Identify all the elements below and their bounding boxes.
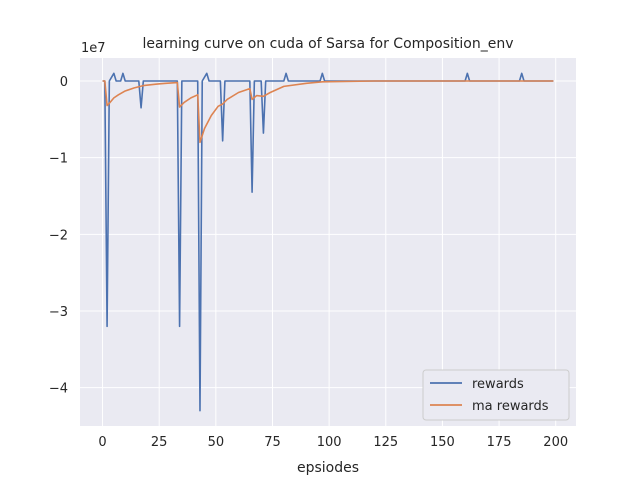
x-tick-label: 25 (151, 435, 168, 450)
y-tick-label: 0 (60, 75, 68, 90)
y-tick-label: −4 (49, 382, 68, 397)
x-axis-label: epsiodes (297, 460, 359, 476)
x-tick-label: 125 (373, 435, 398, 450)
x-tick-label: 100 (317, 435, 342, 450)
tick-labels: 0 25 50 75 100 125 150 175 200 0 −1 −2 −3 −4 (49, 75, 568, 450)
series-lines (102, 72, 554, 412)
legend-label-ma-rewards: ma rewards (472, 399, 549, 414)
legend: rewards ma rewards (422, 369, 570, 421)
y-tick-label: −1 (49, 152, 68, 167)
x-tick-label: 175 (487, 435, 512, 450)
y-tick-label: −2 (49, 228, 68, 243)
legend-label-rewards: rewards (472, 377, 524, 392)
y-tick-label: −3 (49, 305, 68, 320)
chart-title: learning curve on cuda of Sarsa for Comp… (142, 36, 513, 52)
series-line-ma-rewards (102, 80, 554, 144)
x-tick-label: 150 (430, 435, 455, 450)
x-tick-label: 0 (98, 435, 106, 450)
plot-background (80, 58, 576, 426)
x-tick-label: 200 (543, 435, 568, 450)
y-offset-label: 1e7 (81, 41, 106, 56)
x-tick-label: 75 (264, 435, 281, 450)
x-tick-label: 50 (208, 435, 225, 450)
